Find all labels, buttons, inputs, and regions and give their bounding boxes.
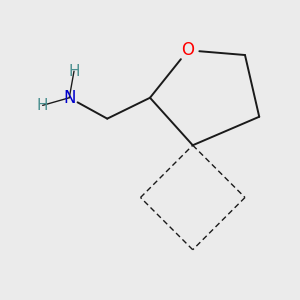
Text: H: H: [37, 98, 48, 113]
Text: H: H: [68, 64, 80, 79]
Text: N: N: [63, 89, 76, 107]
Text: O: O: [182, 41, 194, 59]
